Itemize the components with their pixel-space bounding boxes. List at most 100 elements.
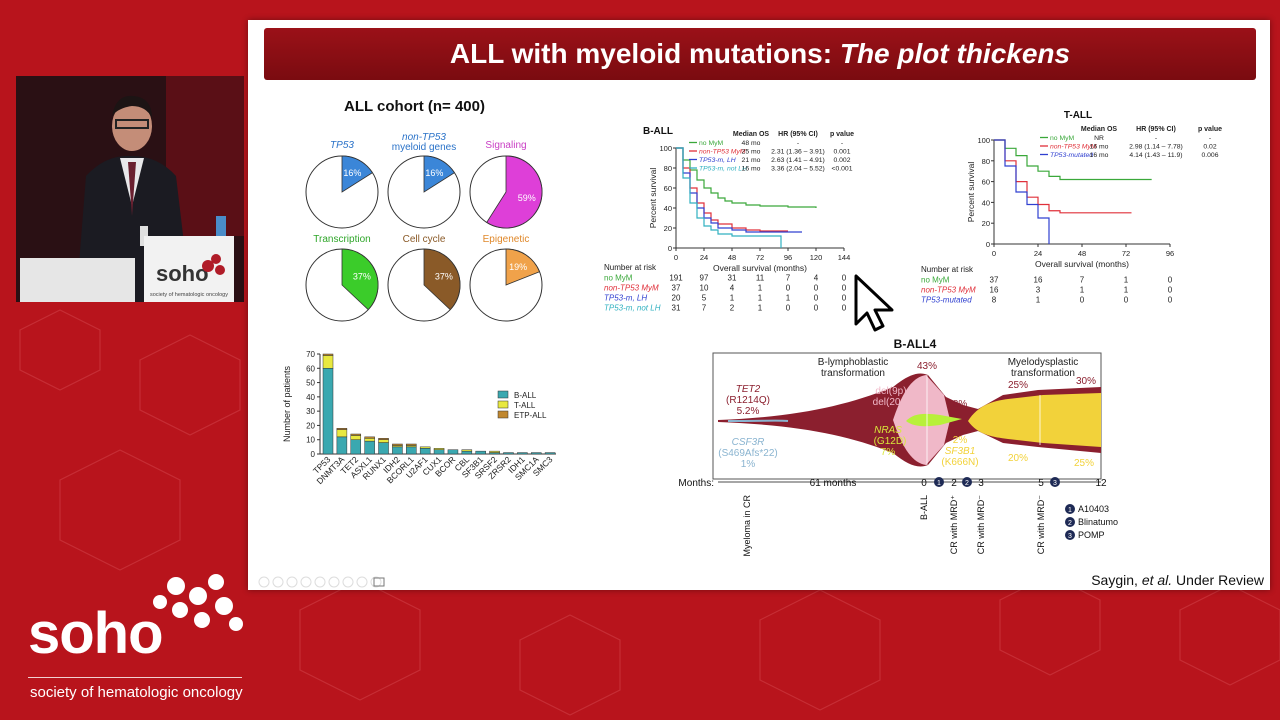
bar-y-tick-3: 30: [306, 407, 315, 416]
km-curve-1: [994, 139, 1132, 214]
km-risk-value-3-3: 1: [758, 304, 763, 313]
km-x-tick-2: 48: [1078, 249, 1086, 258]
km-risk-value-1-6: 0: [842, 284, 847, 293]
fish-label-nras-pct: 7%: [881, 447, 896, 458]
km-risk-value-0-0: 191: [669, 274, 683, 283]
km-x-tick-1: 24: [1034, 249, 1042, 258]
km-risk-title: Number at risk: [604, 263, 657, 272]
km-curve-0: [994, 139, 1152, 181]
km-y-tick-0: 0: [986, 240, 990, 249]
bar-IDH2-0: [392, 446, 403, 455]
fish-label-sf3b1-variant: (K666N): [941, 457, 978, 468]
km-hr-1: 2.98 (1.14 – 7.78): [1129, 144, 1183, 151]
km-risk-value-2-2: 0: [1080, 296, 1085, 305]
timepoint-cr-mrd-neg-1: CR with MRD⁻: [976, 495, 986, 555]
mouse-cursor-icon: [854, 274, 894, 332]
slide-title-italic: The plot thickens: [839, 38, 1071, 69]
pie-3-slice: [341, 248, 379, 311]
km-legend-label-2: TP53-m, LH: [699, 157, 736, 164]
bar-y-tick-0: 0: [311, 450, 316, 459]
timepoint-b-all: B-ALL: [919, 495, 929, 520]
bar-legend-label-1: T-ALL: [514, 401, 536, 410]
km-legend-label-0: no MyM: [699, 140, 724, 147]
bar-U2AF1-0: [419, 448, 431, 455]
fish-tick-5: 5: [1038, 478, 1044, 489]
bar-CBL-0: [461, 450, 473, 455]
bar-IDH2-2: [392, 443, 403, 446]
fish-label-csf3r-variant: (S469Afs*22): [718, 448, 777, 459]
km-y-tick-3: 60: [664, 184, 672, 193]
km-risk-value-0-4: 7: [786, 274, 791, 283]
km-risk-title: Number at risk: [921, 265, 974, 274]
pie-label-4: Cell cycle: [403, 234, 446, 245]
pie-4-value: 37%: [435, 271, 453, 281]
km-x-tick-5: 120: [810, 253, 823, 262]
bar-legend-swatch-1: [497, 400, 509, 409]
km-risk-value-2-3: 1: [758, 294, 763, 303]
km-risk-row-label-0: no MyM: [921, 276, 950, 285]
bar-BCOR-0: [447, 449, 459, 455]
speaker-video-feed: soho society of hematologic oncology: [16, 76, 244, 302]
km-table-header-2: p value: [830, 131, 854, 138]
km-risk-value-1-4: 0: [786, 284, 791, 293]
bar-U2AF1-1: [419, 446, 431, 449]
km-x-tick-6: 144: [838, 253, 851, 262]
bar-TP53-2: [322, 353, 334, 356]
bar-RUNX1-2: [378, 438, 389, 440]
bar-RUNX1-0: [378, 442, 389, 455]
citation-status: Under Review: [1172, 572, 1264, 588]
km-risk-row-label-3: TP53-m, not LH: [604, 304, 661, 313]
fish-header-left-line1: B-lymphoblastic: [818, 357, 889, 368]
km-p-0: -: [1209, 135, 1211, 142]
fish-title: B-ALL4: [894, 337, 937, 351]
bar-TP53-0: [322, 368, 334, 455]
pie-1-slice: [423, 155, 455, 193]
fish-header-right-line1: Myelodysplastic: [1008, 357, 1079, 368]
km-risk-value-0-0: 37: [990, 276, 999, 285]
km-x-tick-3: 72: [1122, 249, 1130, 258]
km-risk-value-2-6: 0: [842, 294, 847, 303]
km-risk-row-label-1: non-TP53 MyM: [921, 286, 976, 295]
km-risk-value-3-4: 0: [786, 304, 791, 313]
km-x-tick-2: 48: [728, 253, 736, 262]
km-table-header-0: Median OS: [733, 131, 770, 138]
km-y-label: Percent survival: [966, 162, 976, 223]
bar-legend-swatch-2: [497, 410, 509, 419]
bar-legend-swatch-0: [497, 390, 509, 399]
fish-label-30pct: 30%: [1076, 376, 1096, 387]
fish-label-del9p: del(9p): [875, 386, 906, 397]
km-median-3: 16 mo: [742, 166, 761, 173]
km-title: T-ALL: [1064, 110, 1092, 121]
km-title: B-ALL: [643, 126, 673, 137]
fish-label-20pct: 20%: [1008, 453, 1028, 464]
bar-y-tick-5: 50: [306, 379, 315, 388]
fish-label-tet2: TET2: [736, 384, 761, 395]
km-y-tick-1: 20: [982, 219, 990, 228]
km-risk-row-label-1: non-TP53 MyM: [604, 284, 659, 293]
fish-label-25pct: 25%: [1008, 380, 1028, 391]
km-risk-value-1-2: 4: [730, 284, 735, 293]
legend-num-1: 1: [1068, 507, 1072, 514]
km-median-1: 25 mo: [742, 149, 761, 156]
km-p-1: 0.02: [1203, 144, 1216, 151]
bar-BCORL1-2: [406, 443, 417, 446]
fish-label-2pct: 2%: [953, 435, 968, 446]
pie-label-1-line1: non-TP53: [402, 132, 446, 143]
km-x-tick-1: 24: [700, 253, 708, 262]
km-p-2: 0.006: [1201, 152, 1218, 159]
km-risk-value-0-3: 1: [1124, 276, 1129, 285]
presentation-slide: ALL with myeloid mutations: The plot thi…: [248, 20, 1270, 590]
km-risk-value-3-2: 2: [730, 304, 735, 313]
km-median-1: 16 mo: [1090, 144, 1109, 151]
slide-playback-controls[interactable]: [256, 575, 406, 589]
fish-label-tet2-variant: (R1214Q): [726, 395, 770, 406]
pie-label-0: TP53: [330, 140, 354, 151]
pie-2-slice: [486, 155, 543, 229]
km-median-0: NR: [1094, 135, 1104, 142]
fish-months-label: Months:: [678, 478, 714, 489]
km-x-tick-3: 72: [756, 253, 764, 262]
km-risk-value-2-2: 1: [730, 294, 735, 303]
